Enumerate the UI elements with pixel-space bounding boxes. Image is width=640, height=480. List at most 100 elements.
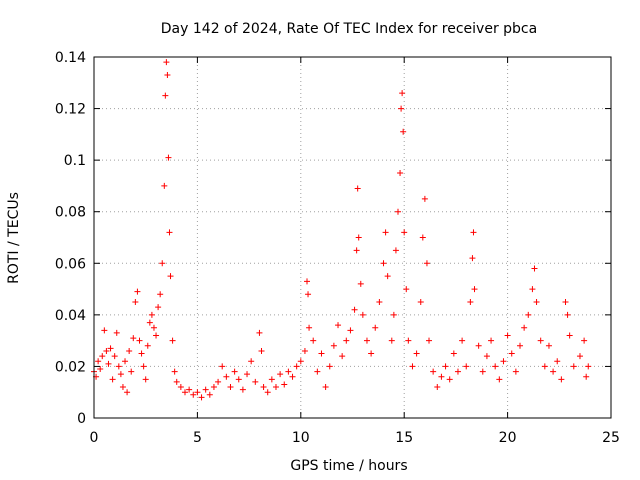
data-point xyxy=(157,291,164,298)
x-tick-label: 10 xyxy=(292,430,310,446)
data-point xyxy=(363,337,370,344)
data-point xyxy=(103,347,110,354)
data-point xyxy=(430,368,437,375)
data-point xyxy=(394,208,401,215)
data-point xyxy=(314,368,321,375)
data-point xyxy=(122,358,129,365)
data-point xyxy=(161,182,168,189)
x-axis-label: GPS time / hours xyxy=(290,458,407,474)
data-point xyxy=(169,337,176,344)
data-point xyxy=(423,260,430,267)
data-point xyxy=(454,368,461,375)
data-point xyxy=(405,337,412,344)
data-point xyxy=(318,350,325,357)
data-point xyxy=(256,329,263,336)
data-point xyxy=(181,389,188,396)
data-point xyxy=(438,373,445,380)
data-point xyxy=(97,366,104,373)
x-tick-label: 25 xyxy=(602,430,620,446)
data-point xyxy=(554,358,561,365)
data-point xyxy=(496,376,503,383)
data-point xyxy=(310,337,317,344)
data-point xyxy=(421,195,428,202)
data-point xyxy=(479,368,486,375)
data-point xyxy=(475,342,482,349)
x-tick-label: 5 xyxy=(193,430,202,446)
data-point xyxy=(585,363,592,370)
data-point xyxy=(301,347,308,354)
data-point xyxy=(442,363,449,370)
data-point xyxy=(113,329,120,336)
data-point xyxy=(206,391,213,398)
data-point xyxy=(459,337,466,344)
data-point xyxy=(354,185,361,192)
data-point xyxy=(177,384,184,391)
grid-lines xyxy=(94,57,611,418)
data-point xyxy=(541,363,548,370)
y-tick-label: 0.06 xyxy=(55,256,86,272)
data-point xyxy=(562,298,569,305)
data-point xyxy=(277,371,284,378)
data-point xyxy=(107,345,114,352)
data-point xyxy=(163,59,170,66)
data-point xyxy=(132,298,139,305)
data-point xyxy=(134,288,141,295)
data-point xyxy=(140,363,147,370)
data-point xyxy=(335,322,342,329)
data-point xyxy=(227,384,234,391)
data-point xyxy=(136,337,143,344)
data-point xyxy=(326,363,333,370)
data-point xyxy=(165,154,172,161)
data-point xyxy=(469,255,476,262)
data-point xyxy=(142,376,149,383)
data-point xyxy=(285,368,292,375)
data-point xyxy=(399,90,406,97)
data-point xyxy=(400,128,407,135)
data-point xyxy=(508,350,515,357)
data-point xyxy=(198,394,205,401)
x-tick-label: 0 xyxy=(90,430,99,446)
x-tick-label: 15 xyxy=(395,430,413,446)
data-point xyxy=(171,368,178,375)
data-point xyxy=(581,337,588,344)
data-point xyxy=(155,304,162,311)
data-point xyxy=(305,291,312,298)
data-point xyxy=(471,286,478,293)
data-point xyxy=(167,273,174,280)
data-point xyxy=(124,389,131,396)
data-point xyxy=(401,229,408,236)
y-tick-label: 0.08 xyxy=(55,205,86,221)
data-point xyxy=(492,363,499,370)
data-point xyxy=(545,342,552,349)
data-point xyxy=(260,384,267,391)
y-tick-label: 0.1 xyxy=(64,153,86,169)
data-point xyxy=(463,363,470,370)
data-point xyxy=(215,378,222,385)
data-point xyxy=(566,332,573,339)
data-point xyxy=(109,376,116,383)
data-point xyxy=(533,298,540,305)
data-point xyxy=(144,342,151,349)
data-point xyxy=(470,229,477,236)
data-point xyxy=(162,92,169,99)
data-point xyxy=(419,234,426,241)
data-point xyxy=(512,368,519,375)
data-point xyxy=(576,353,583,360)
data-point xyxy=(388,337,395,344)
data-point xyxy=(95,358,102,365)
data-point xyxy=(105,360,112,367)
data-point xyxy=(330,342,337,349)
data-point xyxy=(190,391,197,398)
data-point xyxy=(488,337,495,344)
data-point xyxy=(467,298,474,305)
data-point xyxy=(357,280,364,287)
data-point xyxy=(138,350,145,357)
y-axis-label: ROTI / TECUs xyxy=(6,192,22,284)
data-point xyxy=(304,278,311,285)
data-point xyxy=(525,311,532,318)
data-point xyxy=(252,378,259,385)
data-point xyxy=(159,260,166,267)
data-point xyxy=(115,363,122,370)
data-point xyxy=(223,373,230,380)
